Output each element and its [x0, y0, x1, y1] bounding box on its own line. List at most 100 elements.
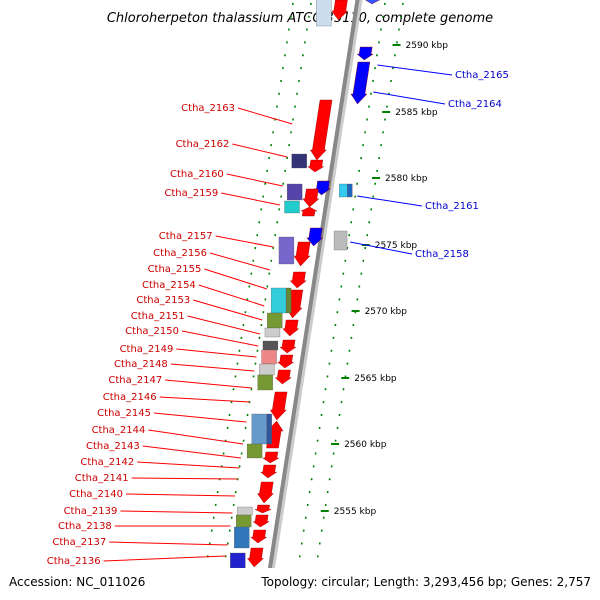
forward-gene-label: Ctha_2149	[120, 344, 174, 355]
reverse-gene-label: Ctha_2164	[448, 99, 502, 110]
forward-leader-line	[221, 192, 280, 206]
genome-summary-text: Topology: circular; Length: 3,293,456 bp…	[260, 575, 591, 589]
forward-gene-label: Ctha_2140	[69, 489, 123, 500]
forward-leader-line	[232, 143, 288, 158]
forward-gene-arrow	[262, 451, 280, 464]
forward-leader-line	[109, 541, 228, 546]
forward-gene-arrow	[289, 271, 307, 289]
forward-gene-label: Ctha_2153	[136, 295, 190, 306]
forward-gene-arrow	[309, 99, 333, 161]
reverse-leader-line	[357, 195, 423, 207]
forward-gene-label: Ctha_2156	[153, 248, 207, 259]
scale-tick-label: 2555 kbp	[334, 507, 377, 517]
inner-dotted-ring	[200, 0, 295, 600]
reverse-leader-line	[377, 64, 453, 76]
forward-gene-label: Ctha_2143	[86, 441, 140, 452]
forward-gene-label: Ctha_2159	[164, 188, 218, 199]
forward-gene-arrow	[274, 369, 292, 385]
reverse-gene-block	[347, 183, 353, 198]
reverse-gene-label: Ctha_2165	[455, 70, 509, 81]
forward-leader-line	[209, 252, 271, 271]
forward-gene-label: Ctha_2137	[52, 537, 106, 548]
forward-leader-line	[237, 107, 293, 125]
reverse-gene-block	[339, 183, 348, 198]
forward-gene-label: Ctha_2157	[159, 231, 213, 242]
gene-category-block	[278, 236, 295, 265]
scale-tick-label: 2570 kbp	[365, 307, 408, 317]
scale-ticks: 2590 kbp 2585 kbp 2580 kbp 2575 kbp 2570 kbp…	[320, 41, 449, 517]
forward-gene-label: Ctha_2145	[97, 408, 151, 419]
reverse-gene-arrow	[350, 61, 371, 105]
forward-leader-line	[204, 268, 268, 290]
forward-gene-label: Ctha_2142	[80, 457, 134, 468]
gene-category-block	[251, 413, 267, 445]
reverse-gene-block	[333, 230, 348, 251]
forward-gene-label: Ctha_2155	[148, 264, 202, 275]
reverse-leader-line	[350, 241, 413, 255]
backbone-shadow	[266, 0, 363, 600]
forward-gene-label: Ctha_2160	[170, 169, 224, 180]
forward-gene-arrow	[254, 504, 272, 514]
gene-category-block	[230, 552, 246, 569]
gene-category-block	[266, 413, 272, 445]
forward-gene-label: Ctha_2151	[131, 311, 185, 322]
forward-leader-line	[131, 477, 238, 480]
forward-gene-arrow	[277, 354, 295, 369]
scale-tick-label: 2565 kbp	[354, 374, 397, 384]
forward-gene-arrow	[260, 464, 278, 479]
gene-category-block	[237, 506, 253, 516]
gene-category-block	[286, 183, 303, 201]
reverse-gene-block	[306, 227, 324, 247]
outer-dotted-ring	[310, 0, 405, 600]
scale-tick-label: 2560 kbp	[344, 440, 387, 450]
forward-gene-arrow	[269, 391, 288, 421]
forward-leader-line	[193, 299, 263, 321]
forward-gene-arrow	[293, 241, 311, 267]
forward-leader-line	[153, 412, 247, 423]
forward-gene-arrow	[252, 514, 270, 528]
forward-gene-arrow	[331, 0, 349, 21]
scale-tick-label: 2585 kbp	[395, 108, 438, 118]
gene-category-block	[316, 0, 332, 27]
forward-gene-label: Ctha_2146	[103, 392, 157, 403]
gene-category-block	[235, 514, 252, 528]
reverse-leader-line	[373, 91, 446, 105]
gene-labels: Ctha_2163 Ctha_2162 Ctha_2160 Ctha_2159 Ctha…	[47, 64, 509, 567]
forward-leader-line	[159, 396, 250, 403]
forward-gene-label: Ctha_2139	[64, 506, 118, 517]
gene-category-block	[261, 349, 277, 365]
accession-text: Accession: NC_011026	[9, 575, 145, 589]
gene-category-block	[284, 200, 300, 214]
reverse-gene-arrow	[356, 46, 374, 61]
footer-background	[0, 568, 600, 600]
reverse-gene-label: Ctha_2161	[425, 201, 479, 212]
gene-category-block	[262, 340, 279, 351]
scale-tick-label: 2590 kbp	[406, 41, 449, 51]
forward-gene-label: Ctha_2148	[114, 359, 168, 370]
forward-leader-line	[198, 284, 265, 307]
forward-gene-arrow	[250, 529, 268, 544]
gene-category-block	[246, 443, 263, 459]
forward-leader-line	[226, 173, 283, 187]
forward-leader-line	[170, 363, 255, 372]
reverse-gene-label: Ctha_2158	[415, 249, 469, 260]
forward-gene-label: Ctha_2154	[142, 280, 196, 291]
forward-gene-label: Ctha_2141	[75, 473, 129, 484]
forward-gene-arrow	[300, 206, 318, 217]
backbone-line	[263, 0, 360, 600]
forward-gene-arrow	[257, 481, 274, 504]
forward-leader-line	[165, 379, 252, 389]
forward-gene-label: Ctha_2144	[92, 425, 146, 436]
gene-category-block	[291, 153, 307, 169]
forward-leader-line	[176, 348, 257, 358]
forward-leader-line	[148, 429, 244, 445]
forward-leader-line	[142, 445, 241, 459]
gene-category-block	[267, 312, 283, 329]
forward-gene-label: Ctha_2147	[108, 375, 162, 386]
forward-gene-arrow	[282, 319, 300, 337]
forward-gene-arrow	[279, 339, 297, 354]
forward-leader-line	[181, 330, 259, 347]
forward-gene-label: Ctha_2150	[125, 326, 179, 337]
forward-dotted-ring	[218, 0, 313, 600]
